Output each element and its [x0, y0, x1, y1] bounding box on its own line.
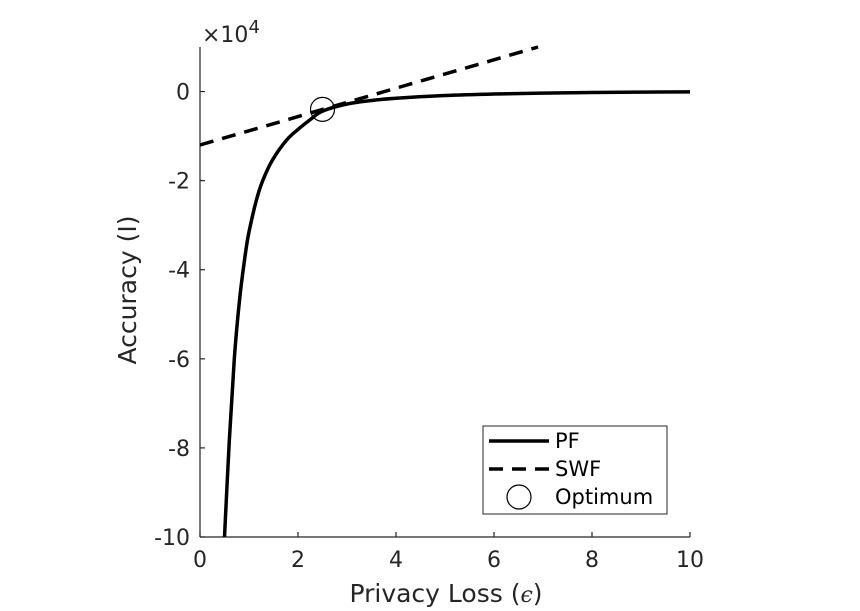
x-axis-label-end: )	[533, 579, 543, 608]
x-tick-label: 2	[291, 548, 305, 573]
series-swf-line	[199, 45, 539, 147]
x-tick-label: 4	[389, 548, 403, 573]
legend-label: Optimum	[555, 485, 653, 509]
exponent-power: 4	[248, 17, 259, 38]
axes	[199, 47, 691, 538]
exponent-base: ×10	[202, 23, 248, 48]
series-pf-line	[222, 90, 690, 537]
x-tick-label: 10	[676, 548, 704, 573]
y-tick-label: -4	[168, 259, 190, 284]
y-tick-label: 0	[176, 81, 190, 106]
legend-label: SWF	[555, 457, 601, 481]
tick-labels: 0 2 4 6 8 10 0 -2 -4 -6 -8 -10	[154, 81, 704, 573]
y-tick-label: -8	[168, 437, 190, 462]
y-tick-label: -6	[168, 348, 190, 373]
exponent-label: ×104	[202, 17, 260, 48]
x-tick-label: 6	[487, 548, 501, 573]
x-axis-label: Privacy Loss (ϵ)	[349, 579, 542, 608]
plot-area	[199, 45, 690, 537]
y-axis-label: Accuracy (I)	[113, 216, 142, 365]
optimum-marker	[309, 96, 336, 122]
legend-optimum-swatch	[506, 484, 532, 510]
x-axis-label-symbol: ϵ	[520, 583, 532, 608]
x-tick-label: 8	[585, 548, 599, 573]
x-tick-label: 0	[193, 548, 207, 573]
legend: PF SWF Optimum	[482, 425, 668, 515]
y-tick-label: -10	[154, 526, 190, 551]
y-tick-label: -2	[168, 170, 190, 195]
legend-label: PF	[555, 429, 580, 453]
x-axis-label-main: Privacy Loss (	[349, 579, 520, 608]
